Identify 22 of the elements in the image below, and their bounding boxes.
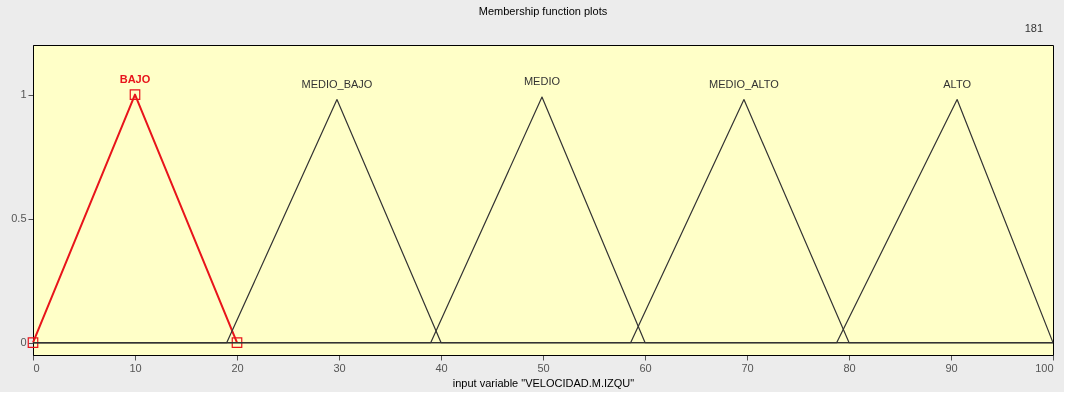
x-tick-label: 80 <box>843 361 856 374</box>
x-tick-label: 100 <box>1035 361 1054 374</box>
x-tick-label: 40 <box>435 361 448 374</box>
x-tick-label: 60 <box>639 361 652 374</box>
x-tick-label: 30 <box>333 361 346 374</box>
x-tick-label: 70 <box>741 361 754 374</box>
x-tick-label: 20 <box>231 361 244 374</box>
x-tick-label: 0 <box>33 361 40 374</box>
series-label: ALTO <box>943 77 972 90</box>
x-tick-label: 90 <box>945 361 958 374</box>
x-tick-label: 50 <box>537 361 550 374</box>
series-label: MEDIO <box>523 75 561 88</box>
y-tick-label: 0 <box>20 336 27 349</box>
series-label: MEDIO_BAJO <box>301 77 373 90</box>
series-label: BAJO <box>119 72 151 85</box>
y-tick-label: 0.5 <box>11 212 27 225</box>
chart-title: Membership function plots <box>478 5 608 17</box>
series-label: MEDIO_ALTO <box>708 77 780 90</box>
text: 181 <box>1024 22 1043 34</box>
y-tick-label: 1 <box>20 88 27 101</box>
x-tick-label: 10 <box>129 361 142 374</box>
x-axis-title: input variable "VELOCIDAD.M.IZQU" <box>452 376 635 389</box>
